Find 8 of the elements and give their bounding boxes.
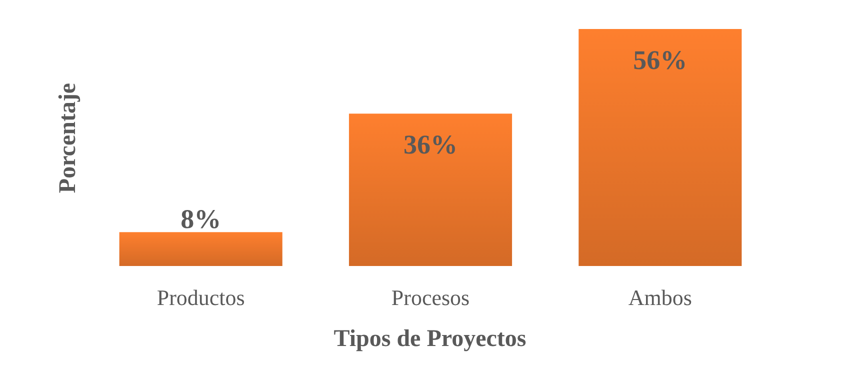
x-tick-label: Ambos bbox=[628, 285, 692, 310]
y-axis-title: Porcentaje bbox=[55, 82, 81, 194]
data-label: 56% bbox=[633, 45, 688, 75]
x-tick-label: Productos bbox=[156, 285, 245, 310]
data-label: 36% bbox=[404, 130, 458, 160]
data-label: 8% bbox=[180, 204, 222, 234]
x-tick-label: Procesos bbox=[391, 285, 470, 310]
x-axis-title: Tipos de Proyectos bbox=[334, 326, 526, 352]
